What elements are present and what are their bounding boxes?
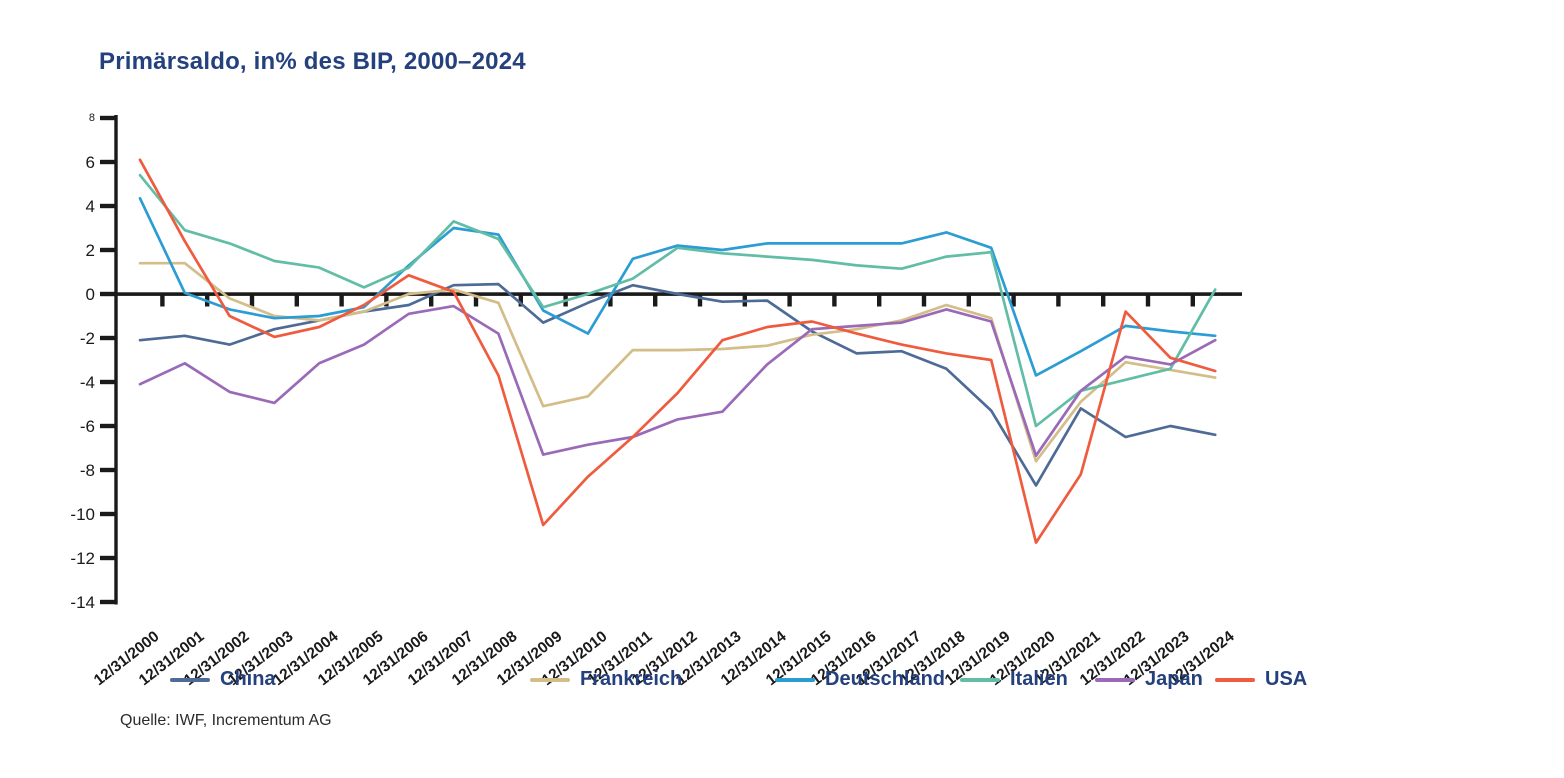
legend-label: Italien bbox=[1010, 668, 1068, 690]
legend-swatch-china bbox=[170, 678, 210, 682]
source-note: Quelle: IWF, Incrementum AG bbox=[120, 712, 332, 729]
y-tick-label: 2 bbox=[85, 240, 95, 260]
legend-swatch-frankreich bbox=[530, 678, 570, 682]
y-tick-label: -12 bbox=[70, 548, 95, 568]
legend-label: Japan bbox=[1145, 668, 1203, 690]
y-tick-label: -10 bbox=[70, 504, 95, 524]
legend-swatch-usa bbox=[1215, 678, 1255, 682]
y-axis-tick bbox=[100, 555, 118, 561]
x-axis-tick bbox=[787, 294, 792, 307]
legend-label: China bbox=[220, 668, 276, 690]
x-axis-tick bbox=[697, 294, 703, 307]
y-tick-label: -8 bbox=[79, 460, 95, 480]
y-axis-line bbox=[114, 115, 118, 605]
x-axis-tick bbox=[429, 294, 434, 307]
series-line-usa bbox=[138, 158, 1217, 544]
x-axis-tick bbox=[294, 294, 299, 307]
x-axis-tick bbox=[653, 294, 658, 307]
y-axis-tick bbox=[100, 511, 118, 517]
y-tick-label: 0 bbox=[85, 284, 95, 304]
series-line-frankreich bbox=[138, 261, 1217, 463]
y-tick-label: 8 bbox=[88, 111, 95, 124]
x-axis-tick bbox=[608, 294, 613, 307]
y-axis-tick bbox=[100, 423, 118, 429]
y-tick-label: -4 bbox=[79, 372, 95, 392]
x-axis-tick bbox=[832, 294, 837, 307]
series-line-china bbox=[138, 282, 1217, 487]
x-axis-tick bbox=[473, 294, 479, 307]
x-axis-tick bbox=[921, 294, 927, 307]
chart-title: Primärsaldo, in% des BIP, 2000–2024 bbox=[99, 48, 526, 75]
x-axis-tick bbox=[384, 294, 389, 307]
x-axis-tick bbox=[1145, 294, 1151, 307]
x-axis-tick bbox=[966, 294, 971, 307]
legend-swatch-deutschland bbox=[775, 678, 815, 682]
y-tick-label: 4 bbox=[85, 196, 95, 216]
x-axis-tick bbox=[1101, 294, 1106, 307]
x-axis-tick bbox=[1190, 294, 1195, 307]
y-axis-tick bbox=[100, 335, 118, 341]
y-axis-tick bbox=[100, 115, 118, 121]
series-line-deutschland bbox=[138, 196, 1217, 377]
x-axis-tick bbox=[249, 294, 255, 307]
y-tick-label: -2 bbox=[79, 328, 95, 348]
y-axis-tick bbox=[100, 159, 118, 165]
y-tick-label: 6 bbox=[85, 152, 95, 172]
y-axis-tick bbox=[100, 379, 118, 385]
legend-label: USA bbox=[1265, 668, 1308, 690]
x-axis-tick bbox=[339, 294, 344, 307]
legend-label: Frankreich bbox=[580, 668, 683, 690]
x-axis-tick bbox=[160, 294, 165, 307]
y-axis-tick bbox=[100, 291, 118, 297]
x-axis-tick bbox=[518, 294, 523, 307]
legend-label: Deutschland bbox=[825, 668, 946, 690]
legend-swatch-japan bbox=[1095, 678, 1135, 682]
y-axis-tick bbox=[100, 467, 118, 473]
x-axis-tick bbox=[877, 294, 882, 307]
legend-swatch-italien bbox=[960, 678, 1000, 682]
x-axis-tick bbox=[1011, 294, 1016, 307]
y-tick-label: -6 bbox=[79, 416, 95, 436]
legend: China Frankreich Deutschland Italien Japan US… bbox=[0, 666, 1564, 694]
y-axis-tick bbox=[100, 599, 118, 605]
y-axis-tick bbox=[100, 247, 118, 253]
y-tick-label: -14 bbox=[70, 592, 95, 612]
x-axis-tick bbox=[1056, 294, 1061, 307]
y-axis-tick bbox=[100, 203, 118, 209]
series-line-italien bbox=[138, 173, 1217, 428]
series-line-japan bbox=[138, 304, 1217, 458]
